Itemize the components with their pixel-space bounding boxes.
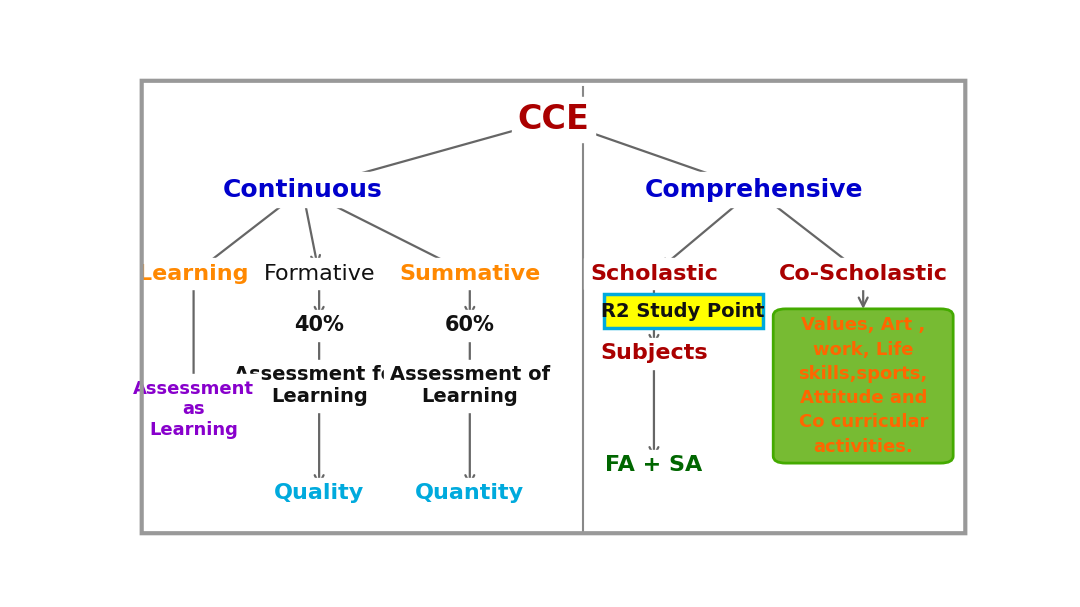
Text: R2 Study Point: R2 Study Point xyxy=(602,302,765,320)
FancyBboxPatch shape xyxy=(604,294,762,328)
Text: Assessment of
Learning: Assessment of Learning xyxy=(390,365,550,407)
Text: Scholastic: Scholastic xyxy=(590,264,718,284)
Text: Quality: Quality xyxy=(274,484,364,503)
Text: 60%: 60% xyxy=(445,315,495,335)
Text: Assessment
as
Learning: Assessment as Learning xyxy=(133,379,254,439)
Text: Comprehensive: Comprehensive xyxy=(645,178,864,202)
Text: Subjects: Subjects xyxy=(600,344,707,363)
Text: Continuous: Continuous xyxy=(222,178,382,202)
Text: Learning: Learning xyxy=(138,264,248,284)
Text: Co-Scholastic: Co-Scholastic xyxy=(779,264,947,284)
FancyBboxPatch shape xyxy=(773,309,954,463)
Text: CCE: CCE xyxy=(517,103,590,136)
Text: Formative: Formative xyxy=(264,264,375,284)
Text: Assessment for
Learning: Assessment for Learning xyxy=(234,365,404,407)
Text: 40%: 40% xyxy=(294,315,345,335)
Text: FA + SA: FA + SA xyxy=(605,455,703,475)
Text: Values, Art ,
work, Life
skills,sports,
Attitude and
Co curricular
activities.: Values, Art , work, Life skills,sports, … xyxy=(798,316,928,456)
Text: Quantity: Quantity xyxy=(415,484,525,503)
Text: Summative: Summative xyxy=(400,264,540,284)
